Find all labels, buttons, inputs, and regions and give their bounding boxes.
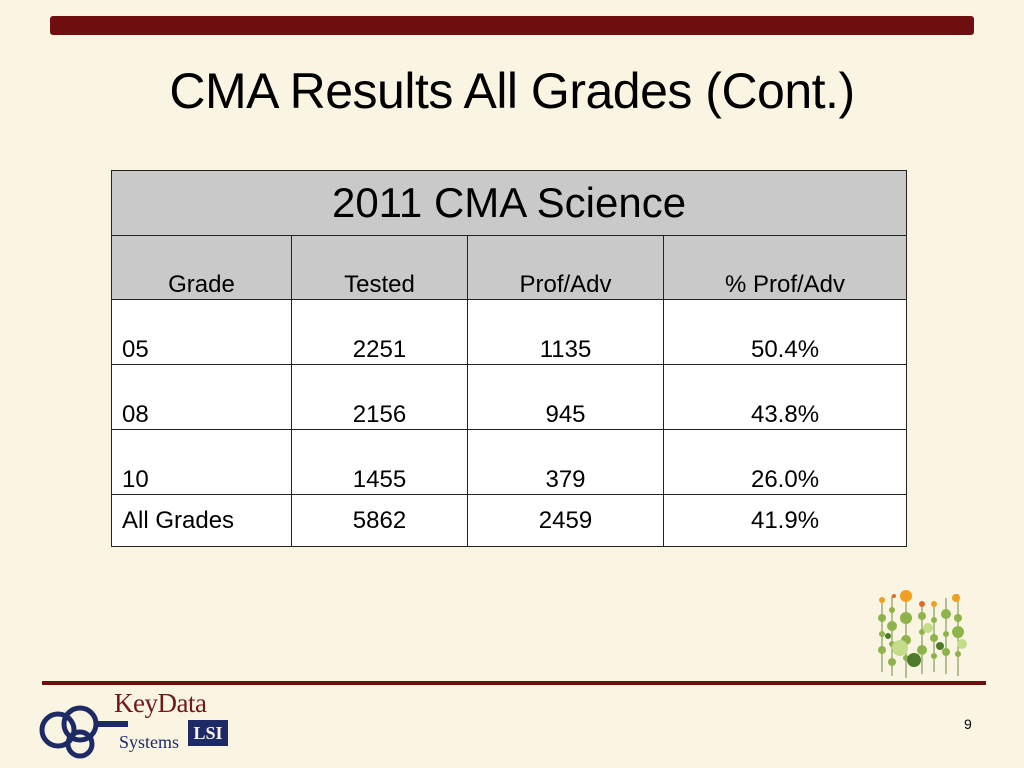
cell-prof-adv: 379 bbox=[467, 429, 664, 495]
logo-mark-text: LSI bbox=[193, 723, 222, 743]
cell-grade: 08 bbox=[111, 364, 292, 430]
table-row: 10 1455 379 26.0% bbox=[111, 429, 908, 495]
cell-prof-adv: 945 bbox=[467, 364, 664, 430]
header-grade: Grade bbox=[111, 235, 292, 300]
table-caption: 2011 CMA Science bbox=[110, 170, 908, 236]
cell-tested: 2251 bbox=[291, 299, 468, 365]
page-number: 9 bbox=[964, 716, 972, 732]
cell-grade: All Grades bbox=[111, 494, 292, 547]
slide-title: CMA Results All Grades (Cont.) bbox=[169, 63, 855, 119]
header-prof-adv: Prof/Adv bbox=[467, 235, 664, 300]
header-tested: Tested bbox=[291, 235, 468, 300]
cell-tested: 1455 bbox=[291, 429, 468, 495]
keydata-logo-icon: LSI bbox=[39, 705, 228, 759]
table-header-row: Grade Tested Prof/Adv % Prof/Adv bbox=[111, 235, 908, 300]
cell-prof-adv: 1135 bbox=[467, 299, 664, 365]
cell-tested: 5862 bbox=[291, 494, 468, 547]
cell-pct-prof-adv: 26.0% bbox=[662, 429, 908, 495]
decorative-plant-graphic bbox=[878, 590, 967, 678]
cell-prof-adv: 2459 bbox=[467, 494, 664, 547]
cell-pct-prof-adv: 41.9% bbox=[662, 494, 908, 547]
results-table: 2011 CMA Science Grade Tested Prof/Adv %… bbox=[110, 170, 908, 547]
table-row: 05 2251 1135 50.4% bbox=[111, 299, 908, 365]
table-caption-row: 2011 CMA Science bbox=[110, 170, 908, 236]
bottom-accent-rule bbox=[42, 681, 986, 685]
header-pct-prof-adv: % Prof/Adv bbox=[662, 235, 908, 300]
logo-subtitle: Systems bbox=[119, 732, 180, 752]
top-accent-bar bbox=[50, 16, 974, 35]
cell-grade: 10 bbox=[111, 429, 292, 495]
cell-tested: 2156 bbox=[291, 364, 468, 430]
table-total-row: All Grades 5862 2459 41.9% bbox=[111, 494, 908, 547]
logo-name: KeyData bbox=[114, 688, 207, 718]
cell-pct-prof-adv: 50.4% bbox=[662, 299, 908, 365]
cell-grade: 05 bbox=[111, 299, 292, 365]
cell-pct-prof-adv: 43.8% bbox=[662, 364, 908, 430]
table-row: 08 2156 945 43.8% bbox=[111, 364, 908, 430]
